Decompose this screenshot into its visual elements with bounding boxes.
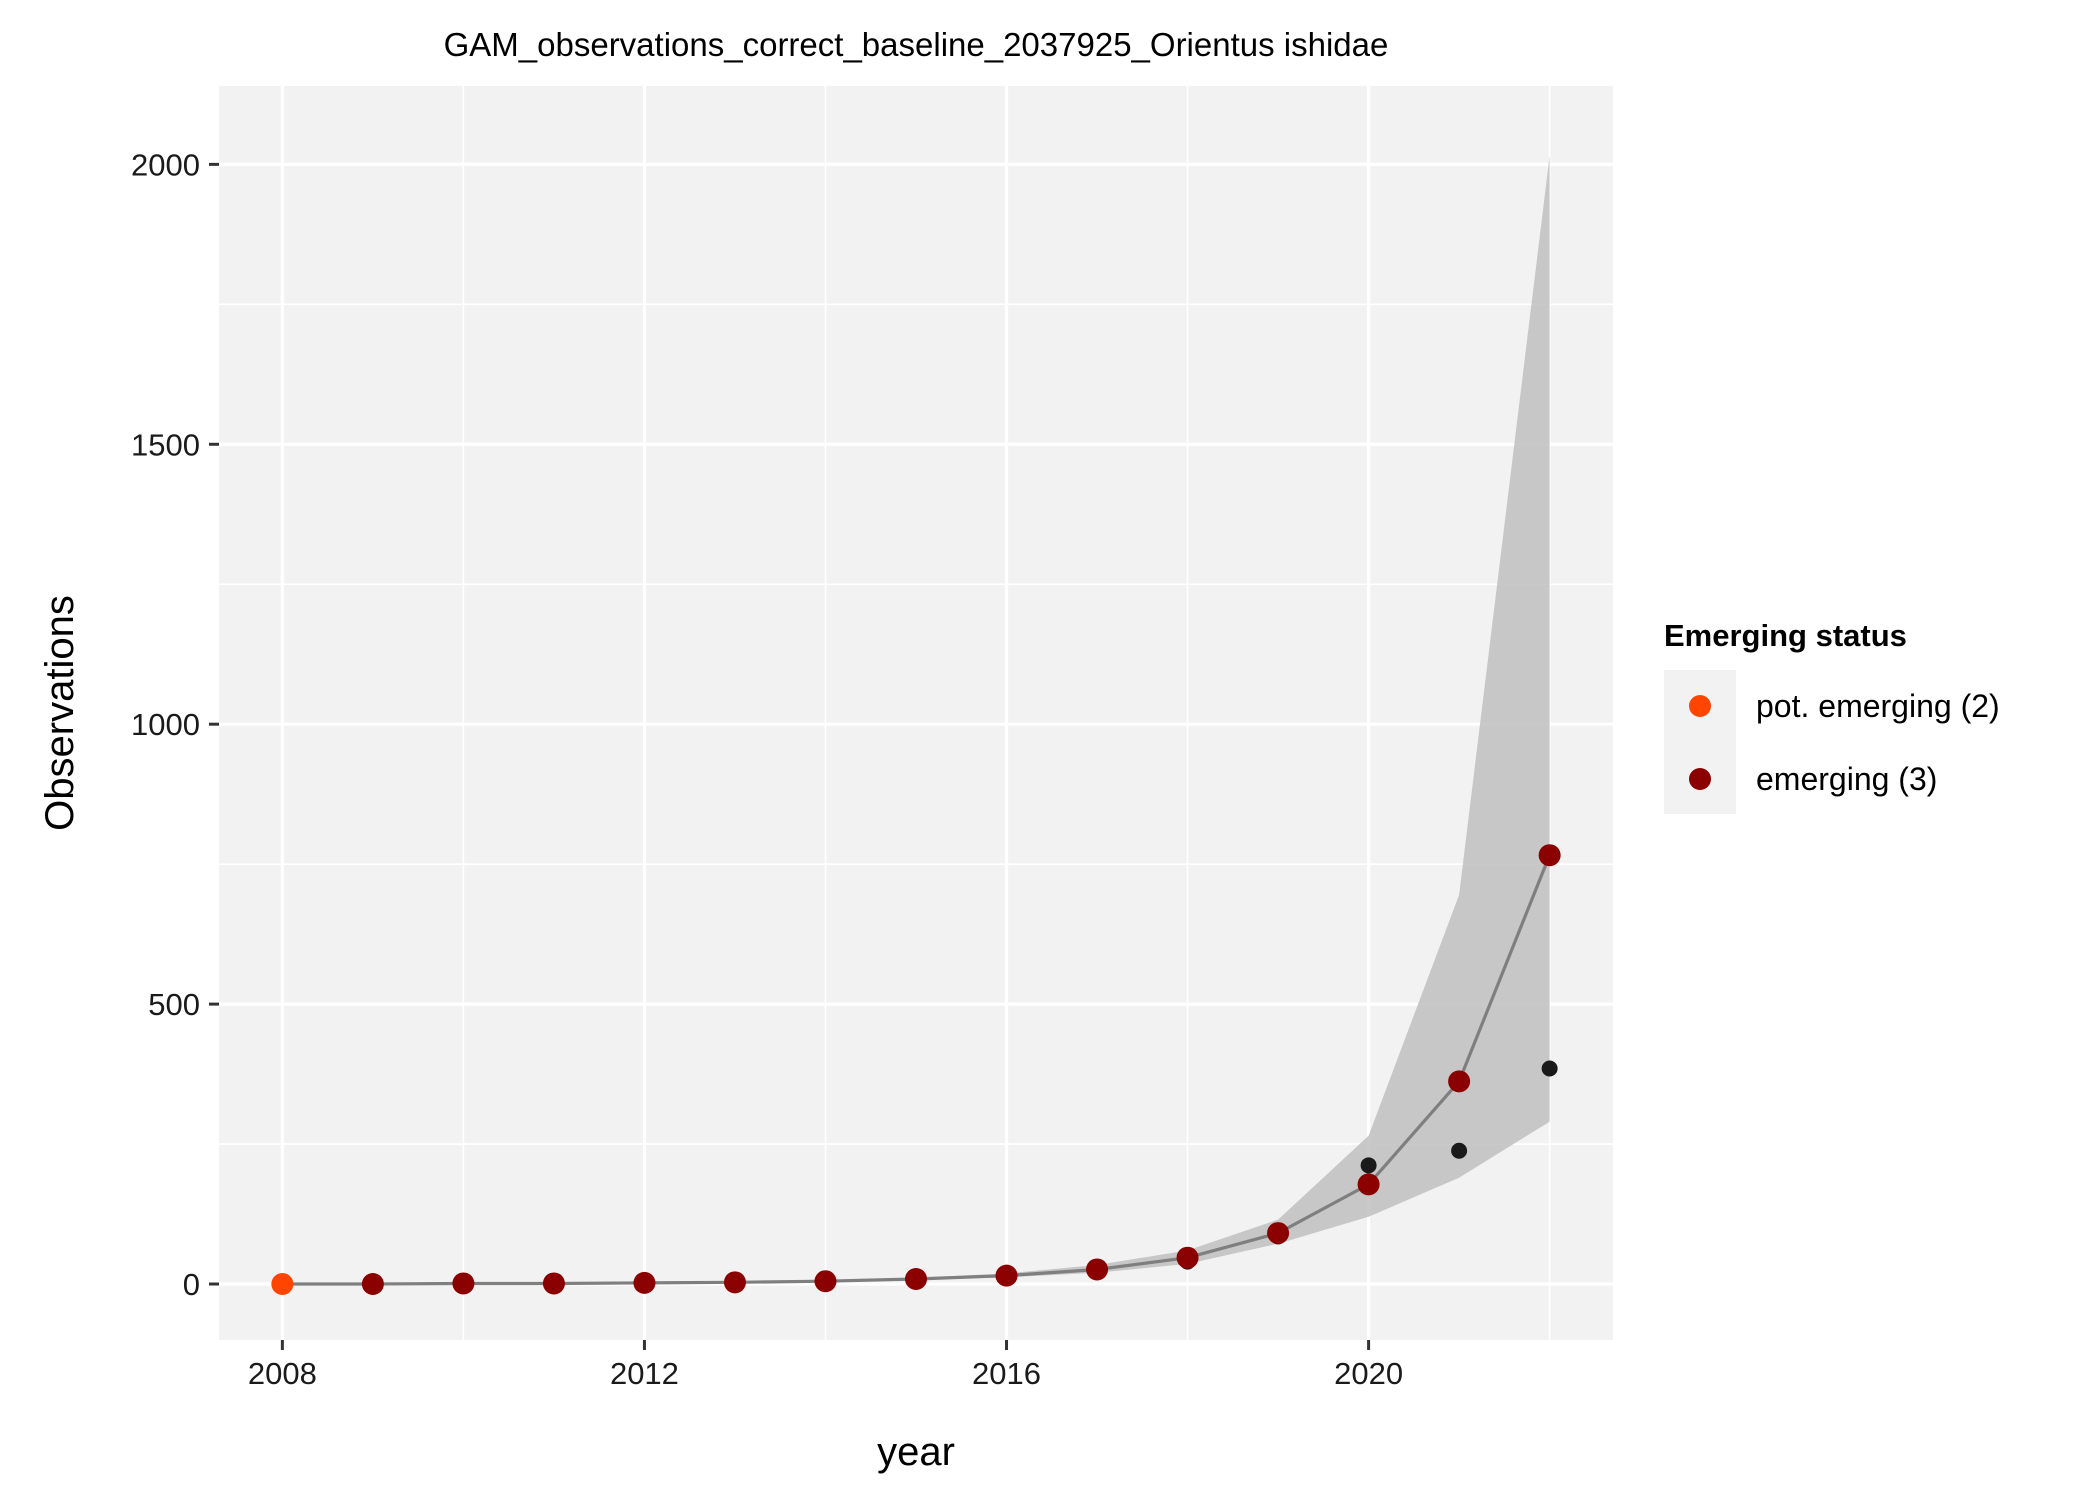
x-axis-label: year [877, 1430, 955, 1474]
x-tick-label: 2008 [248, 1356, 317, 1391]
x-tick-label: 2016 [972, 1356, 1041, 1391]
y-axis: 0 500 1000 1500 2000 [131, 147, 219, 1302]
fitted-point [995, 1264, 1018, 1287]
observed-point [1360, 1157, 1377, 1174]
legend-label-pot-emerging: pot. emerging (2) [1756, 688, 2000, 724]
legend-key-background [1664, 670, 1736, 814]
y-axis-label: Observations [38, 595, 82, 831]
fitted-point [361, 1273, 384, 1296]
observed-point [1541, 1060, 1558, 1077]
fitted-point [271, 1273, 294, 1296]
x-axis: 2008 2012 2016 2020 [248, 1340, 1403, 1391]
fitted-point [1267, 1222, 1290, 1245]
observed-point [1451, 1142, 1468, 1159]
fitted-point [905, 1267, 927, 1290]
legend: Emerging status pot. emerging (2) emergi… [1664, 618, 2000, 814]
fitted-point [723, 1271, 746, 1294]
status-points [271, 844, 1561, 1296]
grid-minor [219, 86, 1613, 1340]
y-tick-label: 0 [183, 1267, 200, 1302]
fitted-point [814, 1270, 837, 1293]
x-tick-label: 2012 [610, 1356, 679, 1391]
fitted-point [1176, 1246, 1199, 1269]
fitted-point [1357, 1173, 1380, 1196]
y-tick-label: 500 [148, 987, 200, 1022]
y-tick-label: 1000 [131, 707, 200, 742]
fitted-point [452, 1272, 475, 1295]
fitted-point [542, 1272, 565, 1295]
fitted-point [1448, 1070, 1471, 1093]
legend-key-emerging [1689, 768, 1711, 790]
legend-key-pot-emerging [1689, 695, 1711, 717]
y-tick-label: 2000 [131, 147, 200, 182]
y-tick-label: 1500 [131, 427, 200, 462]
fitted-point [633, 1271, 656, 1294]
confidence-ribbon [282, 156, 1550, 1284]
legend-title: Emerging status [1664, 618, 1907, 653]
x-tick-label: 2020 [1334, 1356, 1403, 1391]
fitted-point [1538, 844, 1561, 867]
fitted-point [1086, 1258, 1109, 1281]
chart-title: GAM_observations_correct_baseline_203792… [444, 26, 1389, 63]
legend-label-emerging: emerging (3) [1756, 761, 1937, 797]
